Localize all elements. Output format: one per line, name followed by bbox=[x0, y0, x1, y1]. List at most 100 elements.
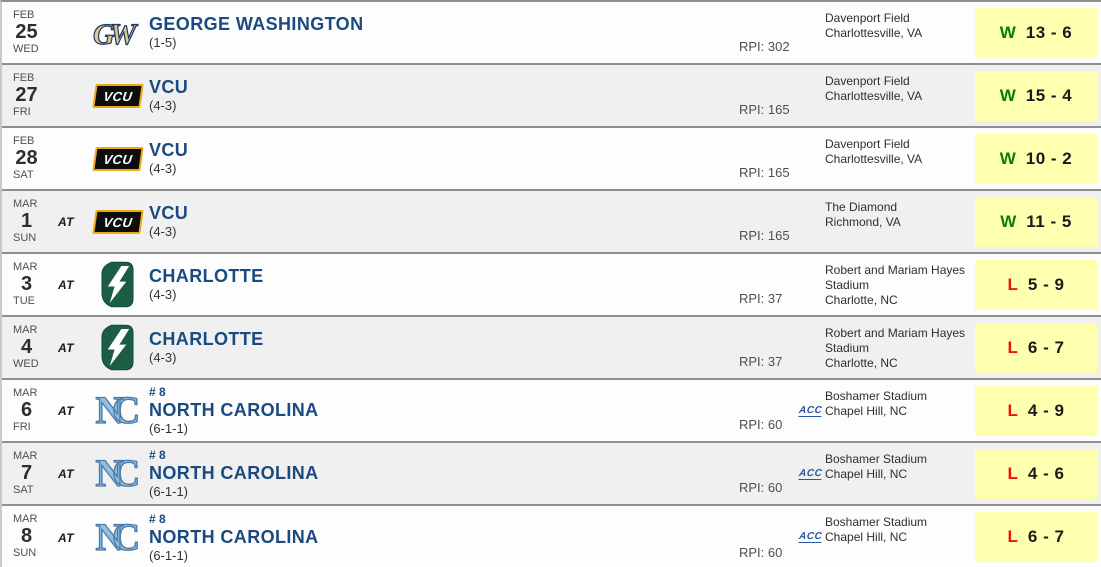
date-day: 6 bbox=[20, 399, 33, 421]
team-logo[interactable]: GW VCU NC bbox=[90, 2, 145, 63]
date-month: MAR bbox=[13, 261, 38, 273]
game-date: MAR 8 SUN bbox=[2, 506, 50, 567]
team-record: (4-3) bbox=[149, 224, 177, 239]
date-weekday: FRI bbox=[13, 106, 31, 118]
team-name-link[interactable]: CHARLOTTE bbox=[149, 266, 264, 286]
result-score: 13 - 6 bbox=[1025, 23, 1073, 42]
team-logo[interactable]: GW VCU NC bbox=[90, 506, 145, 567]
team-info: # 8 NORTH CAROLINA (6-1-1) bbox=[145, 380, 319, 441]
rpi-value: RPI: 37 bbox=[739, 291, 783, 306]
north-carolina-logo-icon: NC bbox=[94, 389, 141, 433]
game-row: MAR 4 WED AT GW VCU NC bbox=[2, 317, 1101, 380]
result-box[interactable]: W 10 - 2 bbox=[975, 134, 1097, 184]
team-name-link[interactable]: VCU bbox=[149, 140, 189, 160]
team-logo[interactable]: GW VCU NC bbox=[90, 254, 145, 315]
result-score: 10 - 2 bbox=[1025, 149, 1073, 168]
team-name-link[interactable]: GEORGE WASHINGTON bbox=[149, 14, 364, 34]
team-info: GEORGE WASHINGTON (1-5) bbox=[145, 2, 364, 63]
venue-city: Chapel Hill, NC bbox=[825, 467, 908, 481]
date-day: 28 bbox=[15, 147, 38, 169]
away-game-indicator: AT bbox=[58, 530, 75, 545]
date-weekday: SUN bbox=[13, 547, 37, 559]
date-weekday: WED bbox=[13, 43, 39, 55]
game-date: MAR 4 WED bbox=[2, 317, 50, 378]
team-record: (4-3) bbox=[149, 98, 177, 113]
result-outcome: L bbox=[1007, 527, 1018, 546]
rpi-value: RPI: 60 bbox=[739, 417, 783, 432]
date-month: MAR bbox=[13, 198, 38, 210]
date-month: MAR bbox=[13, 324, 38, 336]
team-name-link[interactable]: NORTH CAROLINA bbox=[149, 462, 319, 483]
team-logo[interactable]: GW VCU NC bbox=[90, 380, 145, 441]
vcu-logo-text: VCU bbox=[101, 214, 134, 229]
result-box[interactable]: L 4 - 6 bbox=[975, 449, 1097, 499]
vcu-logo-icon: VCU bbox=[91, 146, 144, 171]
result-box[interactable]: L 5 - 9 bbox=[975, 260, 1097, 310]
team-name-link[interactable]: VCU bbox=[149, 77, 189, 97]
venue: Davenport Field Charlottesville, VA bbox=[825, 11, 977, 41]
team-rank: # 8 bbox=[149, 384, 166, 399]
team-record: (4-3) bbox=[149, 161, 177, 176]
venue-city: Charlottesville, VA bbox=[825, 152, 923, 166]
result-score: 11 - 5 bbox=[1026, 212, 1072, 231]
team-logo[interactable]: GW VCU NC bbox=[90, 191, 145, 252]
venue-city: Charlotte, NC bbox=[825, 293, 898, 307]
venue-name: Davenport Field bbox=[825, 74, 910, 88]
result-box[interactable]: L 6 - 7 bbox=[975, 512, 1097, 562]
venue: Boshamer Stadium Chapel Hill, NC bbox=[825, 515, 977, 545]
venue-city: Richmond, VA bbox=[825, 215, 901, 229]
away-game-indicator: AT bbox=[58, 340, 75, 355]
venue-name: Boshamer Stadium bbox=[825, 389, 928, 403]
venue-city: Charlotte, NC bbox=[825, 356, 898, 370]
svg-text:NC: NC bbox=[95, 516, 138, 559]
svg-text:NC: NC bbox=[95, 389, 138, 432]
date-day: 4 bbox=[20, 336, 33, 358]
charlotte-logo-icon bbox=[101, 324, 134, 371]
result-outcome: W bbox=[999, 23, 1016, 42]
team-name-link[interactable]: NORTH CAROLINA bbox=[149, 399, 319, 420]
team-logo[interactable]: GW VCU NC bbox=[90, 443, 145, 504]
result-score: 15 - 4 bbox=[1025, 86, 1073, 105]
away-game-indicator: AT bbox=[58, 403, 75, 418]
team-name-link[interactable]: NORTH CAROLINA bbox=[149, 526, 319, 547]
result-score: 5 - 9 bbox=[1027, 275, 1065, 294]
date-day: 8 bbox=[20, 525, 33, 547]
vcu-logo-text: VCU bbox=[101, 88, 134, 103]
team-name-link[interactable]: VCU bbox=[149, 203, 189, 223]
venue-city: Charlottesville, VA bbox=[825, 89, 923, 103]
result-score: 6 - 7 bbox=[1027, 527, 1065, 546]
venue-city: Chapel Hill, NC bbox=[825, 530, 908, 544]
venue: Robert and Mariam Hayes Stadium Charlott… bbox=[825, 326, 977, 371]
game-row: FEB 27 FRI GW VCU NC bbox=[2, 65, 1101, 128]
venue-name: Robert and Mariam Hayes Stadium bbox=[825, 263, 966, 292]
team-name-link[interactable]: CHARLOTTE bbox=[149, 329, 264, 349]
result-box[interactable]: W 15 - 4 bbox=[975, 71, 1097, 121]
venue-name: Davenport Field bbox=[825, 11, 910, 25]
date-weekday: WED bbox=[13, 358, 39, 370]
venue-name: Boshamer Stadium bbox=[825, 452, 928, 466]
vcu-logo-icon: VCU bbox=[91, 83, 144, 108]
team-info: CHARLOTTE (4-3) bbox=[145, 254, 264, 315]
team-info: VCU (4-3) bbox=[145, 128, 188, 189]
date-month: FEB bbox=[13, 135, 35, 147]
team-info: VCU (4-3) bbox=[145, 65, 188, 126]
team-logo[interactable]: GW VCU NC bbox=[90, 65, 145, 126]
venue: The Diamond Richmond, VA bbox=[825, 200, 977, 230]
team-record: (6-1-1) bbox=[149, 420, 189, 436]
team-logo[interactable]: GW VCU NC bbox=[90, 128, 145, 189]
venue-name: The Diamond bbox=[825, 200, 898, 214]
date-day: 7 bbox=[20, 462, 33, 484]
vcu-logo-text: VCU bbox=[101, 151, 134, 166]
result-box[interactable]: L 4 - 9 bbox=[975, 386, 1097, 436]
team-logo[interactable]: GW VCU NC bbox=[90, 317, 145, 378]
venue: Davenport Field Charlottesville, VA bbox=[825, 74, 977, 104]
venue-city: Chapel Hill, NC bbox=[825, 404, 908, 418]
away-game-indicator bbox=[58, 128, 90, 189]
away-game-indicator: AT bbox=[58, 466, 75, 481]
result-box[interactable]: W 11 - 5 bbox=[975, 197, 1097, 247]
result-outcome: W bbox=[999, 149, 1016, 168]
team-info: # 8 NORTH CAROLINA (6-1-1) bbox=[145, 506, 319, 567]
result-box[interactable]: W 13 - 6 bbox=[975, 8, 1097, 58]
date-weekday: SAT bbox=[13, 169, 34, 181]
result-box[interactable]: L 6 - 7 bbox=[975, 323, 1097, 373]
